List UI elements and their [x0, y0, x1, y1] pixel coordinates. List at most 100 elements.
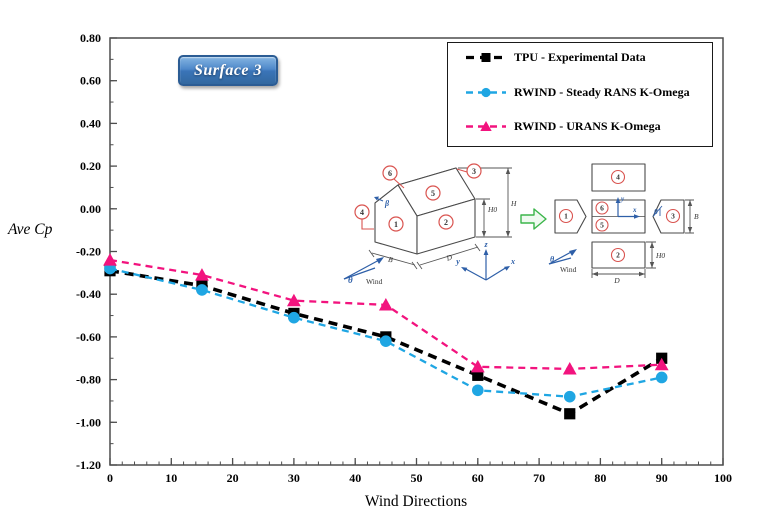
axis-z-label: z	[483, 240, 488, 249]
y-tick-label: -0.80	[76, 373, 101, 387]
wind-angle-line	[343, 267, 376, 280]
transform-arrow-icon	[520, 208, 547, 230]
dim-h0-label: H0	[487, 205, 497, 214]
flat-surface-4-label: 4	[610, 169, 626, 185]
axis-x-label: x	[510, 257, 515, 266]
surface-3-label: 3	[466, 163, 482, 179]
legend-label: RWIND - URANS K-Omega	[514, 119, 661, 133]
leader-4	[361, 219, 374, 230]
axis-y-arrowhead	[461, 267, 468, 272]
svg-text:6: 6	[600, 204, 604, 213]
data-point-triangle	[195, 268, 209, 281]
x-tick-label: 90	[656, 471, 668, 485]
beta-arrowhead	[374, 196, 379, 201]
flat-dim-h0-label: H0	[655, 251, 665, 260]
y-tick-label: -0.40	[76, 287, 101, 301]
flat-axis-y-label: y	[620, 195, 625, 203]
legend-marker-square	[466, 53, 506, 62]
x-tick-label: 40	[349, 471, 361, 485]
data-point-circle	[655, 371, 668, 384]
y-tick-label: 0.20	[80, 159, 101, 173]
data-point-circle	[104, 262, 116, 275]
legend-square-sample	[481, 53, 491, 62]
data-point-triangle	[378, 297, 393, 311]
beta-label: β	[384, 199, 390, 208]
data-point-circle	[380, 335, 392, 347]
data-point-triangle	[287, 293, 301, 307]
legend-item-steady-rans: RWIND - Steady RANS K-Omega	[465, 85, 708, 100]
axis-x-line	[485, 266, 508, 281]
x-tick-label: 100	[714, 471, 732, 485]
x-tick-label: 20	[227, 471, 239, 485]
wind-arrow-line	[343, 258, 382, 280]
legend-label: RWIND - Steady RANS K-Omega	[514, 84, 690, 99]
dim-b-line	[368, 249, 418, 270]
dim-h-line	[458, 167, 512, 238]
data-point-triangle	[654, 357, 669, 371]
legend-label: TPU - Experimental Data	[514, 50, 646, 64]
svg-text:2: 2	[444, 218, 448, 227]
dim-d-label: D	[444, 252, 453, 263]
axis-z-arrowhead	[483, 249, 489, 255]
data-point-square	[564, 408, 576, 420]
flat-beta-slope-line	[652, 205, 663, 217]
legend-marker-circle	[466, 87, 506, 97]
y-tick-label: -1.20	[76, 458, 101, 472]
flat-dim-h0-arrow-bottom	[649, 262, 655, 268]
data-point-circle	[288, 311, 300, 324]
y-tick-label: -0.60	[76, 330, 101, 344]
leader-3	[456, 168, 468, 173]
surface-6-label: 6	[382, 165, 398, 181]
flat-axis-x-label: x	[632, 206, 637, 214]
data-point-triangle	[103, 253, 117, 266]
axis-y-label: y	[455, 257, 460, 266]
svg-text:4: 4	[616, 173, 620, 182]
dim-h0-line	[476, 198, 490, 236]
data-point-triangle	[470, 359, 485, 373]
svg-text:6: 6	[388, 169, 392, 178]
flat-wind-arrow-line	[548, 250, 574, 265]
dim-h0-arrow-top	[481, 199, 487, 205]
house-inset-3d: B D H0 H 6 3 5 4 1 2 β	[343, 163, 517, 286]
flat-wind-angle-line	[548, 257, 572, 265]
dim-h-arrow-bottom	[505, 231, 511, 237]
svg-text:4: 4	[360, 208, 364, 217]
y-tick-label: 0.60	[80, 74, 101, 88]
data-point-square	[472, 369, 484, 381]
legend-marker-triangle	[466, 121, 506, 131]
y-axis-title: Ave Cp	[8, 221, 53, 238]
flat-surface-5-label: 5	[595, 218, 609, 232]
svg-text:1: 1	[394, 220, 398, 229]
theta-label: θ	[348, 275, 353, 285]
data-point-triangle	[562, 362, 577, 375]
svg-text:3: 3	[472, 167, 476, 176]
flat-dim-d-arrow-right	[639, 271, 645, 277]
flat-surface-3-label: 3	[665, 208, 681, 224]
flat-dim-b-label: B	[694, 212, 699, 221]
wind-label: Wind	[366, 277, 383, 286]
legend-item-urans: RWIND - URANS K-Omega	[465, 119, 708, 134]
svg-text:1: 1	[564, 212, 568, 221]
surface-badge-label: Surface 3	[193, 61, 263, 79]
legend-triangle-sample	[480, 121, 492, 131]
x-tick-label: 80	[594, 471, 606, 485]
wind-arrowhead	[376, 257, 384, 264]
flat-theta-label: θ	[550, 255, 555, 264]
data-point-circle	[196, 284, 208, 296]
x-tick-label: 0	[107, 471, 113, 485]
x-tick-label: 70	[533, 471, 545, 485]
surface-5-label: 5	[425, 185, 441, 201]
flat-dim-d-line	[591, 269, 646, 278]
svg-text:2: 2	[616, 251, 620, 260]
data-point-circle	[472, 384, 484, 397]
legend-box: TPU - Experimental Data RWIND - Steady R…	[447, 42, 713, 147]
y-tick-label: 0.00	[80, 202, 101, 216]
svg-text:5: 5	[431, 189, 435, 198]
legend-circle-sample	[481, 87, 491, 97]
flat-surface-2-label: 2	[610, 247, 626, 263]
series-triangle	[103, 253, 669, 375]
svg-text:3: 3	[671, 212, 675, 221]
dim-h0-arrow-bottom	[481, 231, 487, 237]
